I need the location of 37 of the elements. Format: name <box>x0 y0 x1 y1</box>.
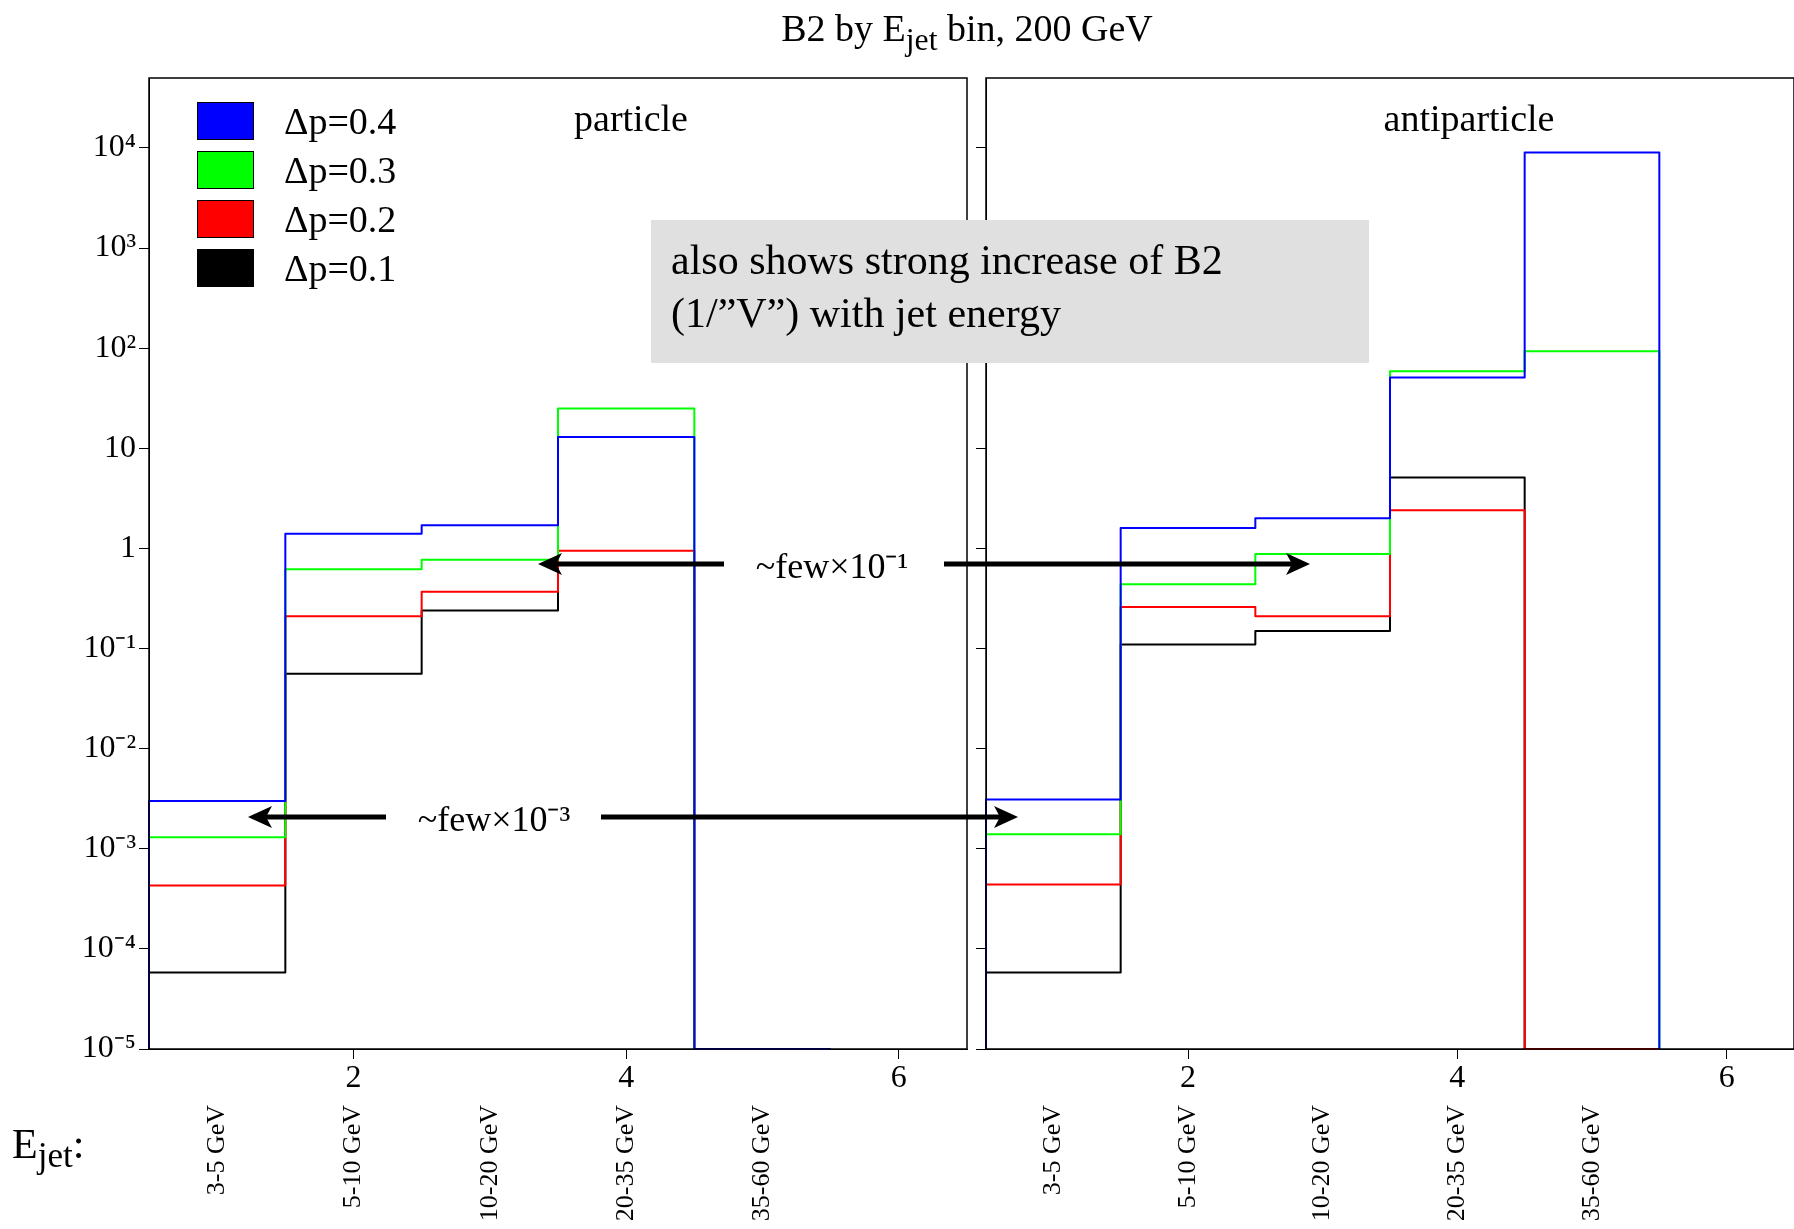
chart-title: B2 by E$_{jet}$ bin, 200 GeV <box>781 6 1153 58</box>
annotation: particle <box>574 96 688 140</box>
annotation: also shows strong increase of B2 (1/”V”) with jet energy <box>671 236 1224 338</box>
y-tick-label: 10⁻² <box>83 728 136 765</box>
category-label: 5-10 GeV <box>337 1105 367 1209</box>
x-tick-label: 6 <box>890 1057 907 1094</box>
annotation: ~few×10⁻¹ <box>755 539 909 589</box>
legend-label: Δp=0.2 <box>284 196 397 241</box>
y-tick-label: 10² <box>94 327 136 364</box>
category-label: 20-35 GeV <box>609 1105 639 1222</box>
y-tick-label: 10⁻¹ <box>83 627 136 664</box>
y-tick-label: 10³ <box>94 227 136 264</box>
legend-label: Δp=0.4 <box>284 98 397 143</box>
y-tick-label: 10⁴ <box>92 127 136 164</box>
category-label: 35-60 GeV <box>746 1105 776 1222</box>
y-tick-label: 10⁻⁴ <box>81 928 136 965</box>
x-tick-label: 4 <box>1449 1057 1466 1094</box>
category-label: 10-20 GeV <box>473 1105 503 1222</box>
x-tick-label: 4 <box>618 1057 635 1094</box>
x-tick-label: 2 <box>1180 1057 1196 1094</box>
y-tick-label: 10⁻³ <box>83 828 136 865</box>
x-axis-title: E$_{jet}$: <box>12 1119 85 1177</box>
category-label: 3-5 GeV <box>1037 1105 1067 1196</box>
category-label: 20-35 GeV <box>1441 1105 1471 1222</box>
annotation: antiparticle <box>1383 96 1555 140</box>
category-label: 10-20 GeV <box>1306 1105 1336 1222</box>
category-label: 5-10 GeV <box>1171 1105 1201 1209</box>
x-tick-label: 6 <box>1718 1057 1735 1094</box>
annotation: ~few×10⁻³ <box>417 792 571 842</box>
y-tick-label: 10⁻⁵ <box>81 1028 136 1065</box>
x-tick-label: 2 <box>345 1057 362 1094</box>
legend-label: Δp=0.3 <box>284 147 397 192</box>
legend-label: Δp=0.1 <box>284 245 397 290</box>
category-label: 35-60 GeV <box>1575 1105 1605 1222</box>
category-label: 3-5 GeV <box>200 1105 230 1196</box>
y-tick-label: 1 <box>120 527 136 564</box>
y-tick-label: 10 <box>104 427 136 464</box>
